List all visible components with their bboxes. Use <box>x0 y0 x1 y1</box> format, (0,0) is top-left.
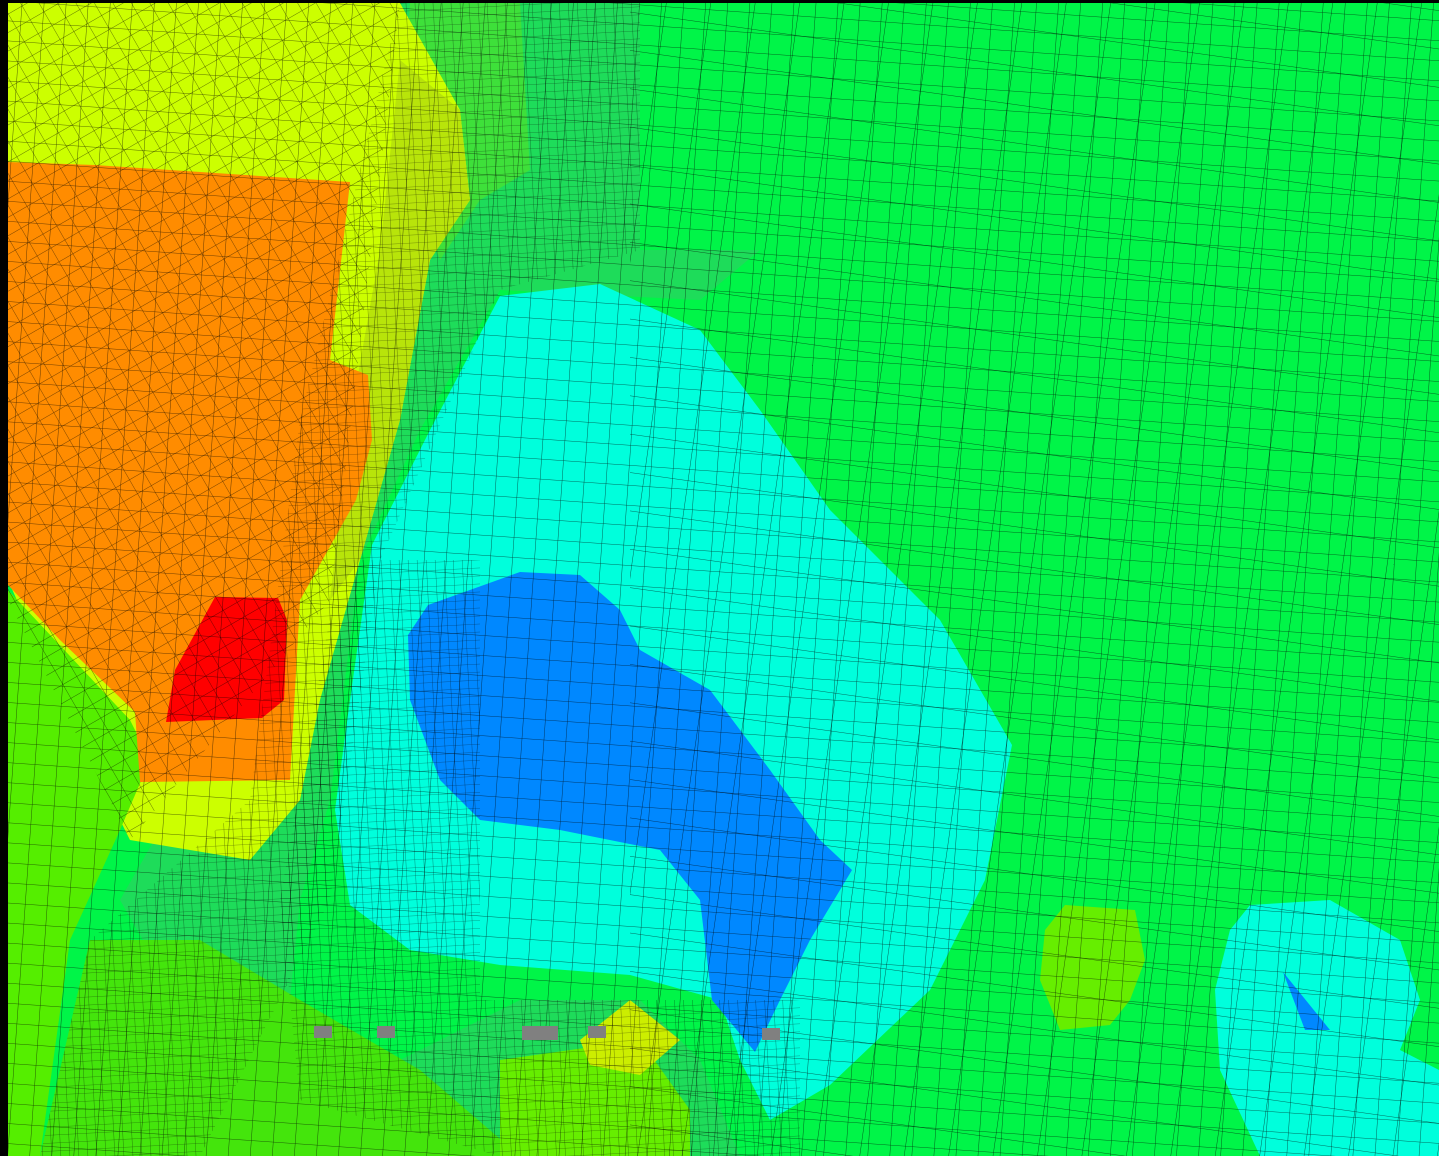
marker <box>522 1026 558 1040</box>
frame-top <box>0 0 1439 3</box>
frame-left <box>0 0 8 1156</box>
marker <box>377 1026 395 1038</box>
mesh-fine-bottom <box>280 560 800 1156</box>
mesh-coarse <box>630 3 1439 1156</box>
marker <box>588 1026 606 1038</box>
marker <box>762 1028 780 1040</box>
marker <box>314 1026 332 1038</box>
